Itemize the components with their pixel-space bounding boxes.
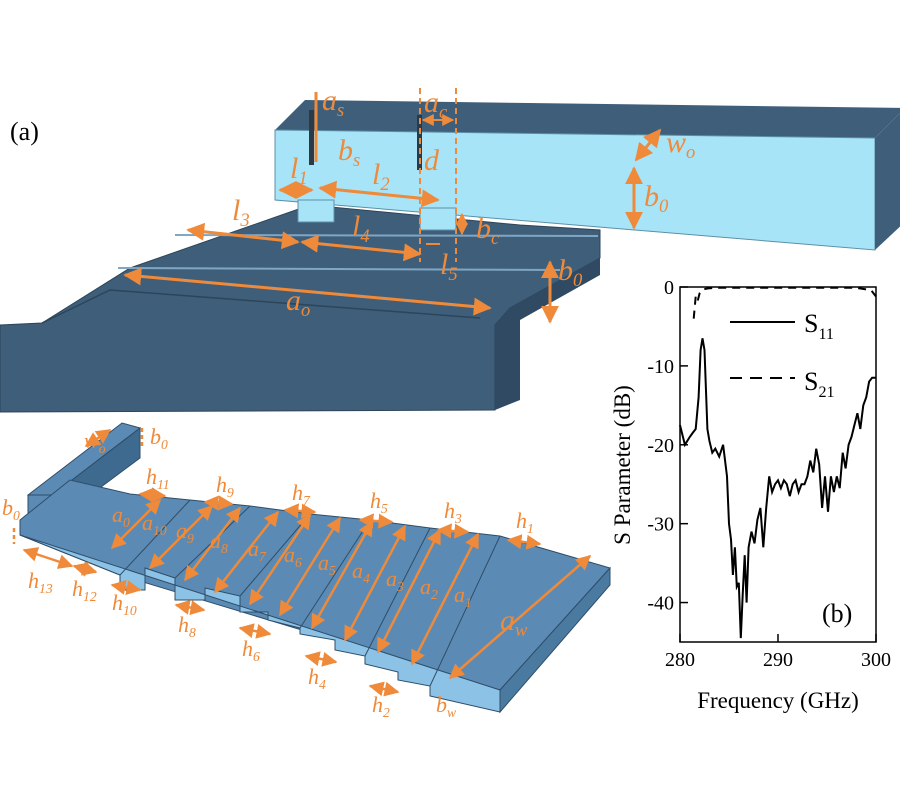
label-a1: a1 (454, 582, 472, 610)
dim-h7 (283, 503, 317, 519)
label-l3: l3 (232, 194, 250, 231)
dim-h12 (72, 561, 98, 577)
label-aw: aw (500, 604, 528, 641)
lower-dimension-lines (12, 428, 592, 697)
x-tick-label: 300 (861, 649, 891, 671)
legend-s11-label: S11 (804, 309, 834, 343)
coupling-post-1 (297, 199, 335, 223)
label-a5: a5 (318, 550, 336, 578)
label-ac: ac (424, 86, 448, 123)
label-b0-small-top: b0 (150, 424, 168, 452)
dim-h13 (22, 547, 74, 569)
legend: S11 S21 (730, 309, 835, 401)
panel-a-label: (a) (10, 117, 39, 146)
label-l5: l5 (440, 248, 458, 285)
dim-l4-arrow (300, 234, 422, 262)
dim-h11 (138, 487, 167, 503)
slot-1 (309, 110, 314, 165)
label-a7: a7 (248, 536, 267, 564)
label-a3: a3 (386, 566, 404, 594)
dim-aw-diag (448, 555, 592, 679)
label-h7: h7 (292, 480, 311, 508)
x-tick-label: 280 (665, 649, 695, 671)
label-h13: h13 (28, 568, 53, 596)
label-h5: h5 (370, 488, 388, 516)
dim-h5 (358, 513, 394, 529)
y-tick-label: 0 (664, 277, 674, 299)
chart-series (679, 286, 877, 639)
y-tick-label: -40 (647, 593, 674, 615)
label-wo: wo (666, 126, 695, 163)
label-bc: bc (476, 212, 500, 249)
dim-h6 (238, 623, 272, 639)
x-tick-label: 290 (763, 649, 793, 671)
overhead-waveguide-end (875, 113, 900, 250)
label-l1: l1 (290, 152, 308, 189)
label-a10: a10 (142, 510, 167, 538)
label-a8: a8 (210, 528, 228, 556)
lower-labels: wo b0 b0 h11 h9 h7 h5 h3 h1 a0 a10 a9 a8… (2, 424, 534, 720)
overhead-waveguide-top (275, 100, 900, 138)
y-tick-label: -30 (647, 514, 674, 536)
label-h11: h11 (146, 464, 170, 492)
dim-h9 (203, 495, 234, 511)
s-parameter-chart: 280 290 300 0 -10 -20 -30 -40 Frequency (GHz) S… (610, 277, 891, 713)
base-block-right-face (495, 230, 600, 410)
label-l2: l2 (372, 158, 390, 195)
legend-s21-label: S21 (804, 367, 835, 401)
label-bw: bw (436, 692, 456, 720)
dim-h4 (304, 651, 338, 667)
dim-h3 (436, 523, 470, 539)
label-a0: a0 (112, 502, 130, 530)
label-a6: a6 (284, 542, 302, 570)
label-bs: bs (338, 134, 360, 171)
label-h3: h3 (444, 498, 462, 526)
label-l4: l4 (352, 210, 370, 247)
label-h12: h12 (72, 576, 97, 604)
label-as: as (322, 84, 344, 121)
label-h10: h10 (112, 590, 137, 618)
upper-dimension-lines (123, 88, 662, 324)
y-tick-label: -10 (647, 356, 674, 378)
dim-wo-small (84, 428, 112, 448)
label-a9: a9 (176, 518, 194, 546)
label-h2: h2 (372, 692, 390, 720)
y-tick-label: -20 (647, 435, 674, 457)
y-axis-title: S Parameter (dB) (610, 385, 635, 545)
chart-ticks: 280 290 300 0 -10 -20 -30 -40 (647, 277, 891, 671)
label-h9: h9 (216, 472, 234, 500)
label-h6: h6 (242, 636, 260, 664)
dim-ao-arrow (123, 267, 492, 316)
dim-l3-arrow (186, 222, 300, 250)
label-h1: h1 (516, 508, 534, 536)
label-b0-upper: b0 (644, 180, 669, 217)
upper-3d-model (0, 100, 900, 413)
dim-h10 (110, 579, 142, 596)
label-h8: h8 (178, 612, 196, 640)
label-d: d (424, 144, 440, 177)
label-b0-small-left: b0 (2, 495, 20, 523)
label-h4: h4 (308, 664, 326, 692)
dim-wo-arrow (634, 128, 662, 162)
label-a4: a4 (352, 558, 370, 586)
dim-h1 (506, 534, 542, 550)
dim-h8 (174, 599, 206, 616)
stepped-slab-front (19, 534, 501, 713)
series-line-s11 (679, 338, 876, 639)
x-axis-title: Frequency (GHz) (697, 688, 859, 713)
panel-b-label: (b) (822, 599, 852, 628)
dim-l2-arrow (318, 180, 440, 208)
coupling-post-2 (419, 207, 457, 231)
label-b0-base: b0 (558, 254, 583, 291)
dim-h2 (368, 681, 400, 697)
series-line-s21 (692, 286, 877, 319)
label-a2: a2 (420, 574, 438, 602)
label-ao: ao (286, 284, 310, 321)
upper-labels: as bs ac wo b0 d l1 l2 l3 l4 l5 bc b0 ao (232, 84, 695, 321)
label-wo-small: wo (84, 428, 106, 456)
